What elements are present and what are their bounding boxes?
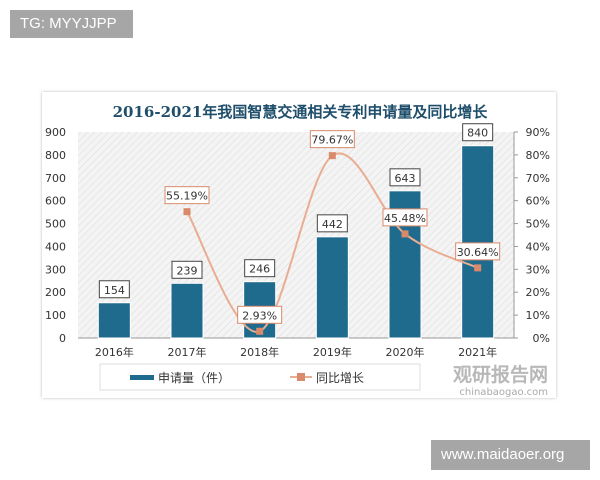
right-tick-label: 20% [526,286,550,299]
right-tick-label: 70% [526,172,550,185]
growth-label: 30.64% [457,246,499,259]
growth-label-box [237,305,283,324]
bar-label: 643 [395,172,416,185]
growth-line [186,152,479,333]
bar-label: 154 [104,284,125,297]
growth-marker [183,208,191,216]
right-tick-label: 60% [526,195,550,208]
bar-label-box [462,123,494,142]
right-tick-label: 10% [526,309,550,322]
legend-line-marker [297,373,305,381]
x-tick-label: 2017年 [168,345,207,359]
legend-bar-swatch [130,375,154,380]
left-tick-label: 300 [45,263,66,276]
left-tick-label: 800 [45,149,66,162]
growth-marker [256,327,264,335]
bar-label: 239 [177,264,198,277]
right-tick-label: 50% [526,218,550,231]
growth-label: 55.19% [166,190,208,203]
left-tick-label: 400 [45,240,66,253]
bar [97,302,131,339]
x-tick-label: 2018年 [240,345,279,359]
bar-label-box [389,168,421,187]
right-tick-label: 30% [526,263,550,276]
top-left-tag: TG: MYYJJPP [10,10,133,38]
growth-label-box [382,208,428,227]
bar-label-box [316,214,348,233]
bar-label: 246 [249,263,270,276]
legend-line-label: 同比增长 [316,371,364,385]
left-tick-label: 200 [45,286,66,299]
bar-label: 840 [467,127,488,140]
bar-label-box [98,280,130,299]
bar [461,145,495,339]
growth-marker [474,264,482,272]
right-tick-label: 0% [533,332,550,345]
bar-label: 442 [322,218,343,231]
growth-label-box [309,130,355,149]
growth-label-box [455,242,501,261]
watermark-url: chinabaogao.com [459,387,548,398]
growth-label: 79.67% [311,134,353,147]
watermark-name: 观研报告网 [453,363,548,386]
left-tick-label: 900 [45,126,66,139]
left-tick-label: 0 [59,332,66,345]
bottom-right-tag: www.maidaoer.org [431,440,590,470]
chart-title: 2016-2021年我国智慧交通相关专利申请量及同比增长 [113,103,489,121]
right-tick-label: 80% [526,149,550,162]
bar [170,282,204,339]
bar-label-box [171,260,203,279]
right-tick-label: 90% [526,126,550,139]
bar [315,236,349,339]
growth-label-box [164,186,210,205]
growth-marker [328,152,336,160]
x-tick-label: 2016年 [95,345,134,359]
bar-label-box [244,259,276,278]
growth-label: 45.48% [384,212,426,225]
growth-label: 2.93% [242,309,277,322]
left-tick-label: 600 [45,195,66,208]
x-tick-label: 2020年 [386,345,425,359]
growth-marker [401,230,409,238]
left-tick-label: 100 [45,309,66,322]
left-tick-label: 700 [45,172,66,185]
x-tick-label: 2021年 [458,345,497,359]
x-tick-label: 2019年 [313,345,352,359]
left-tick-label: 500 [45,218,66,231]
right-tick-label: 40% [526,240,550,253]
plot-background [78,132,514,338]
legend-bar-label: 申请量（件） [158,371,230,385]
